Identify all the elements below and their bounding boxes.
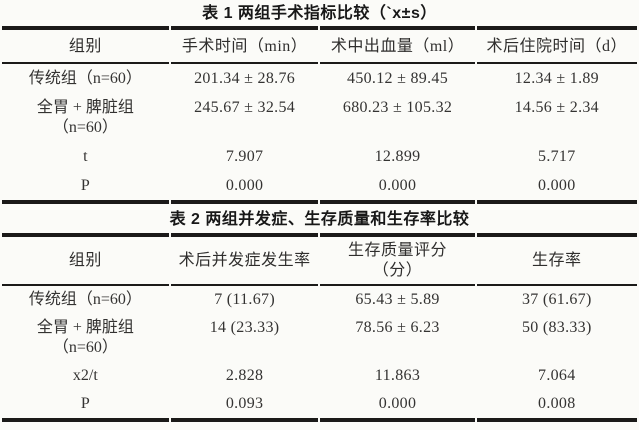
column-header-survival-rate: 生存率 — [476, 233, 637, 286]
table-cell: 14.56 ± 2.34 — [514, 99, 599, 116]
table-cell: 450.12 ± 89.45 — [347, 70, 449, 87]
row-label: 传统组（n=60） — [2, 64, 169, 93]
table-cell: 0.000 — [476, 171, 637, 204]
table-cell: 0.000 — [170, 171, 319, 204]
column-header-group: 组别 — [2, 233, 169, 286]
row-label-text: x2/t — [72, 367, 98, 384]
table-cell: 0.000 — [320, 171, 475, 204]
table-cell: 0.093 — [170, 390, 319, 422]
column-header-complication-rate: 术后并发症发生率 — [170, 233, 319, 286]
row-label-text: 全胃 + 脾脏组 — [36, 319, 134, 336]
table-row: 全胃 + 脾脏组 （n=60） 14 (23.33) 78.56 ± 6.23 5… — [2, 314, 637, 362]
row-label-line2: （n=60） — [52, 339, 118, 356]
column-header-group: 组别 — [2, 26, 169, 64]
table-cell: 7 (11.67) — [214, 291, 275, 308]
row-label-text: 全胃 + 脾脏组 — [36, 99, 134, 116]
table-cell: 201.34 ± 28.76 — [194, 70, 296, 87]
table-cell: 680.23 ± 105.32 — [342, 99, 453, 116]
table-row: 传统组（n=60） 7 (11.67) 65.43 ± 5.89 37 (61.… — [2, 286, 637, 314]
column-header-line2: （分） — [372, 262, 423, 279]
table-row: 全胃 + 脾脏组 （n=60） 245.67 ± 32.54 680.23 ± 1… — [2, 93, 637, 142]
column-header-qol-score: 生存质量评分 （分） — [320, 233, 475, 286]
table-cell: 12.34 ± 1.89 — [514, 70, 599, 87]
table-row-chi2-t-statistic: x2/t 2.828 11.863 7.064 — [2, 362, 637, 390]
table-cell: 50 (83.33) — [521, 319, 592, 336]
table-cell: 12.899 — [374, 148, 421, 165]
table1-surgical-indicators: 组别 手术时间（min） 术中出血量（ml） 术后住院时间（d） 传统组（n=6… — [0, 26, 639, 204]
table-cell: 37 (61.67) — [521, 291, 592, 308]
row-label: P — [2, 171, 169, 204]
table-row-p-value: P 0.000 0.000 0.000 — [2, 171, 637, 204]
row-label-text: P — [80, 177, 90, 194]
table-cell: 5.717 — [538, 148, 576, 165]
table2-complications-survival: 组别 术后并发症发生率 生存质量评分 （分） 生存率 传统组（n=60） 7 (1… — [0, 233, 639, 422]
column-header-hospital-stay: 术后住院时间（d） — [476, 26, 637, 64]
table-cell: 14 (23.33) — [209, 319, 280, 336]
table-cell: 0.000 — [320, 390, 475, 422]
table-cell: 0.008 — [476, 390, 637, 422]
row-label-text: 传统组（n=60） — [28, 291, 142, 308]
table-cell: 7.064 — [538, 367, 576, 384]
column-header-operation-time: 手术时间（min） — [170, 26, 319, 64]
row-label-text: P — [80, 395, 90, 412]
table-cell: 11.863 — [374, 367, 421, 384]
row-label: 全胃 + 脾脏组 （n=60） — [2, 314, 169, 362]
table-cell: 65.43 ± 5.89 — [355, 291, 440, 308]
table1-title: 表 1 两组手术指标比较（`x±s） — [202, 5, 437, 22]
table-row-t-statistic: t 7.907 12.899 5.717 — [2, 142, 637, 171]
table-cell: 78.56 ± 6.23 — [355, 319, 440, 336]
table-cell: 7.907 — [225, 148, 264, 165]
row-label: t — [2, 142, 169, 171]
row-label-line2: （n=60） — [52, 119, 118, 136]
table-cell: 245.67 ± 32.54 — [194, 99, 296, 116]
row-label: 传统组（n=60） — [2, 286, 169, 314]
table-row-p-value: P 0.093 0.000 0.008 — [2, 390, 637, 422]
row-label-text: t — [83, 148, 88, 165]
table2-title: 表 2 两组并发症、生存质量和生存率比较 — [169, 211, 470, 228]
row-label: P — [2, 390, 169, 422]
table-cell: 2.828 — [225, 367, 264, 384]
table2-header-row: 组别 术后并发症发生率 生存质量评分 （分） 生存率 — [2, 233, 637, 286]
column-header-text: 生存质量评分 — [348, 242, 448, 259]
column-header-blood-loss: 术中出血量（ml） — [320, 26, 475, 64]
table-row: 传统组（n=60） 201.34 ± 28.76 450.12 ± 89.45 … — [2, 64, 637, 93]
row-label: 全胃 + 脾脏组 （n=60） — [2, 93, 169, 142]
row-label: x2/t — [2, 362, 169, 390]
table1-header-row: 组别 手术时间（min） 术中出血量（ml） 术后住院时间（d） — [2, 26, 637, 64]
row-label-text: 传统组（n=60） — [28, 70, 142, 87]
